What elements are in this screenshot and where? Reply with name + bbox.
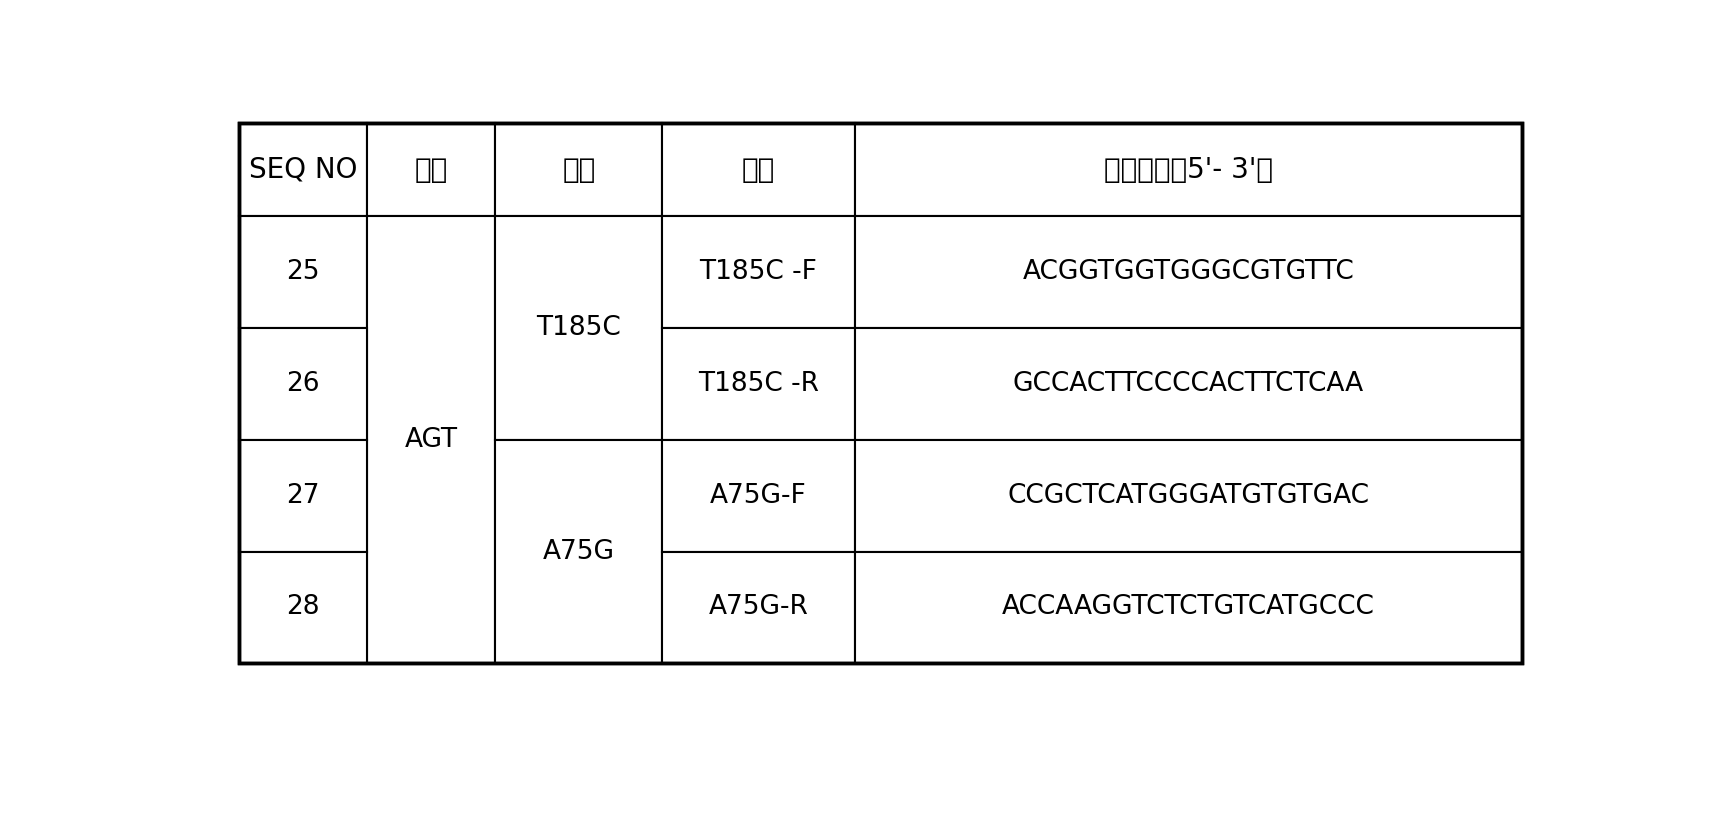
Text: A75G-R: A75G-R — [708, 595, 809, 620]
Bar — [856, 123, 1522, 216]
Bar — [495, 123, 661, 216]
Text: 类型: 类型 — [742, 156, 775, 184]
Bar — [856, 216, 1522, 328]
Bar — [239, 123, 1522, 663]
Bar — [856, 440, 1522, 552]
Text: A75G-F: A75G-F — [710, 482, 807, 508]
Text: T185C: T185C — [536, 315, 622, 341]
Bar — [239, 440, 368, 552]
Bar — [661, 440, 856, 552]
Text: A75G: A75G — [543, 539, 615, 565]
Text: ACCAAGGTCTCTGTCATGCCC: ACCAAGGTCTCTGTCATGCCC — [1002, 595, 1374, 620]
Text: 扩增引物（5'- 3'）: 扩增引物（5'- 3'） — [1105, 156, 1273, 184]
Bar — [368, 123, 495, 216]
Bar — [239, 216, 368, 328]
Bar — [239, 328, 368, 440]
Text: ACGGTGGTGGGCGTGTTC: ACGGTGGTGGGCGTGTTC — [1022, 259, 1354, 285]
Bar — [368, 216, 495, 663]
Bar — [661, 552, 856, 663]
Text: 基因: 基因 — [414, 156, 448, 184]
Bar — [495, 440, 661, 663]
Text: T185C -F: T185C -F — [699, 259, 818, 285]
Bar — [856, 328, 1522, 440]
Bar — [239, 123, 1522, 663]
Text: 27: 27 — [287, 482, 320, 508]
Text: 26: 26 — [287, 370, 320, 397]
Text: SEQ NO: SEQ NO — [249, 156, 357, 184]
Bar — [239, 552, 368, 663]
Text: 25: 25 — [287, 259, 320, 285]
Bar — [661, 216, 856, 328]
Bar — [661, 123, 856, 216]
Text: T185C -R: T185C -R — [698, 370, 819, 397]
Text: CCGCTCATGGGATGTGTGAC: CCGCTCATGGGATGTGTGAC — [1007, 482, 1369, 508]
Bar — [495, 216, 661, 440]
Text: 位点: 位点 — [562, 156, 596, 184]
Text: GCCACTTCCCCACTTCTCAA: GCCACTTCCCCACTTCTCAA — [1014, 370, 1364, 397]
Text: AGT: AGT — [405, 427, 457, 453]
Bar — [661, 328, 856, 440]
Bar — [239, 123, 368, 216]
Text: 28: 28 — [287, 595, 320, 620]
Bar — [856, 552, 1522, 663]
